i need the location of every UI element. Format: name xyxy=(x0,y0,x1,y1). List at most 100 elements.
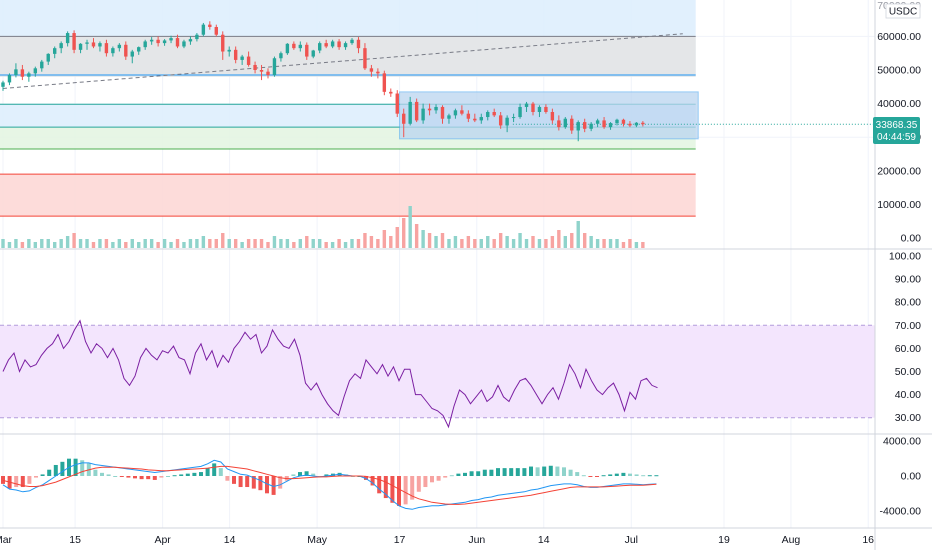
candle-body xyxy=(447,115,451,119)
candle-body xyxy=(511,117,516,119)
time-tick: Jul xyxy=(625,534,638,546)
time-tick: Apr xyxy=(154,534,171,546)
volume-bar xyxy=(14,239,18,248)
macd-histogram-bar xyxy=(397,476,401,506)
macd-histogram-bar xyxy=(489,469,494,476)
candle-body xyxy=(550,112,555,121)
volume-bar xyxy=(227,239,231,248)
candle-body xyxy=(615,119,619,124)
macd-histogram-bar xyxy=(548,465,553,476)
candle-body xyxy=(33,68,38,74)
candle-body xyxy=(20,69,25,77)
candle-body xyxy=(466,113,471,119)
candle-body xyxy=(389,91,393,94)
volume-bar xyxy=(130,239,134,248)
volume-bar xyxy=(1,239,5,248)
macd-histogram-bar xyxy=(476,471,481,476)
macd-histogram-bar xyxy=(311,473,316,476)
macd-histogram-bar xyxy=(166,476,170,477)
macd-histogram-bar xyxy=(383,476,388,499)
rsi-tick: 50.00 xyxy=(895,366,921,378)
rsi-tick: 80.00 xyxy=(895,297,921,309)
volume-bar xyxy=(414,224,419,248)
time-tick: May xyxy=(307,534,328,546)
time-tick: 19 xyxy=(718,534,730,546)
volume-bar xyxy=(518,233,522,248)
volume-bar xyxy=(473,239,477,248)
macd-histogram-bar xyxy=(575,472,580,476)
signal-line xyxy=(2,465,657,505)
candle-body xyxy=(350,39,354,44)
candle-body xyxy=(272,58,277,76)
macd-histogram-bar xyxy=(436,476,441,481)
macd-histogram-bar xyxy=(34,476,38,478)
volume-bar xyxy=(505,236,509,248)
volume-bar xyxy=(563,236,568,248)
volume-bar xyxy=(628,239,632,248)
volume-bar xyxy=(272,236,277,248)
candle-body xyxy=(1,82,5,87)
candle-body xyxy=(324,43,328,47)
volume-bar xyxy=(608,239,613,248)
macd-histogram-bar xyxy=(133,476,137,479)
candle-body xyxy=(537,106,542,112)
macd-histogram-bar xyxy=(568,469,573,476)
candle-body xyxy=(143,41,147,48)
candle-body xyxy=(628,123,632,126)
volume-bar xyxy=(104,239,109,248)
candle-body xyxy=(356,39,361,49)
candle-body xyxy=(369,68,374,72)
macd-histogram-bar xyxy=(212,463,217,476)
candle-body xyxy=(188,39,193,42)
macd-histogram-bar xyxy=(529,466,533,476)
volume-bar xyxy=(486,236,490,248)
candle-body xyxy=(292,43,296,49)
volume-bar xyxy=(59,239,63,248)
last-price-tag[interactable]: 33868.35 04:44:59 xyxy=(873,117,920,144)
volume-bar xyxy=(376,239,380,248)
price-tick: 40000.00 xyxy=(877,98,921,110)
volume-bar xyxy=(550,236,555,248)
candle-body xyxy=(298,44,303,49)
macd-histogram-bar xyxy=(199,472,203,476)
volume-bar xyxy=(246,239,251,248)
candle-body xyxy=(124,44,128,57)
price-zones xyxy=(0,0,696,217)
volume-bar xyxy=(557,230,561,248)
macd-histogram-bar xyxy=(298,472,302,476)
candle-body xyxy=(602,120,606,128)
price-tick: 50000.00 xyxy=(877,65,921,77)
macd-histogram-bar xyxy=(502,468,507,476)
time-tick: 14 xyxy=(538,534,550,546)
macd-histogram-bar xyxy=(595,476,599,477)
macd-tick: 4000.00 xyxy=(883,436,921,448)
macd-histogram-bar xyxy=(80,460,85,476)
time-tick: Jun xyxy=(468,534,485,546)
candle-body xyxy=(266,71,270,76)
macd-histogram-bar xyxy=(27,476,32,484)
macd-histogram-bar xyxy=(100,472,104,476)
candle-body xyxy=(85,42,89,44)
volume-bar xyxy=(531,236,535,248)
macd-histogram-bar xyxy=(93,469,98,476)
volume-bar xyxy=(453,236,458,248)
candle-body xyxy=(557,120,561,128)
volume-bar xyxy=(595,239,600,248)
macd-histogram-bar xyxy=(410,476,415,500)
candle-body xyxy=(259,70,264,72)
candle-body xyxy=(311,50,315,57)
candle-body xyxy=(240,56,244,60)
candle-body xyxy=(473,118,477,121)
volume-bar xyxy=(137,242,141,248)
candle-body xyxy=(156,39,160,44)
price-tick: 20000.00 xyxy=(877,165,921,177)
macd-histogram-bar xyxy=(509,468,514,476)
volume-bar xyxy=(72,233,76,248)
price-axis[interactable]: 70000.0060000.0050000.0040000.0030000.00… xyxy=(877,0,921,518)
time-axis[interactable]: Mar 15 Apr 14 May 17 Jun 14 Jul 19 Aug 16 xyxy=(0,534,874,546)
candle-body xyxy=(531,103,535,112)
candle-body xyxy=(305,44,309,57)
candle-body xyxy=(182,41,186,47)
volume-bar xyxy=(27,239,31,248)
